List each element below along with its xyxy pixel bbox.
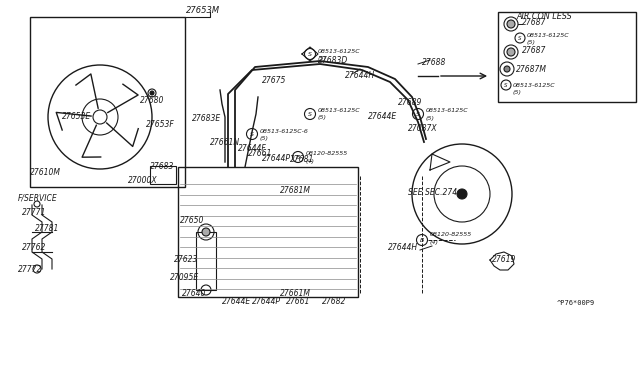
Text: 27682: 27682 [322, 296, 346, 305]
Text: 27683D: 27683D [318, 55, 348, 64]
Text: B: B [420, 237, 424, 243]
Circle shape [202, 228, 210, 236]
Text: 27681M: 27681M [280, 186, 311, 195]
Text: F/SERVICE: F/SERVICE [18, 193, 58, 202]
Circle shape [507, 20, 515, 28]
Text: 08513-6125C: 08513-6125C [318, 108, 360, 112]
Text: AIR CON LESS: AIR CON LESS [516, 12, 572, 20]
Text: 27610M: 27610M [30, 167, 61, 176]
Bar [30, 17, 185, 187]
Text: (5): (5) [527, 39, 536, 45]
Text: 27687M: 27687M [516, 64, 547, 74]
Text: 27683E: 27683E [192, 113, 221, 122]
Text: 27653M: 27653M [186, 6, 220, 15]
Text: 27644H: 27644H [345, 71, 375, 80]
Text: 27680: 27680 [140, 96, 164, 105]
Text: 27644P: 27644P [262, 154, 291, 163]
Bar [178, 167, 358, 297]
Text: B: B [296, 154, 300, 160]
Text: ^P76*00P9: ^P76*00P9 [557, 300, 595, 306]
Text: 27661: 27661 [286, 296, 310, 305]
Text: 27772: 27772 [18, 266, 42, 275]
Bar [196, 232, 216, 290]
Text: 27640: 27640 [182, 289, 206, 298]
Circle shape [457, 189, 467, 199]
Text: 08120-82555: 08120-82555 [306, 151, 348, 155]
Text: 27683: 27683 [150, 161, 174, 170]
Text: (4): (4) [306, 158, 315, 164]
Text: 27687: 27687 [522, 45, 547, 55]
Circle shape [504, 66, 510, 72]
Text: 27661M: 27661M [280, 289, 311, 298]
Text: 27661: 27661 [248, 148, 273, 157]
Text: (5): (5) [426, 115, 435, 121]
Text: 27688: 27688 [422, 58, 446, 67]
Text: 27095E: 27095E [170, 273, 199, 282]
Text: S: S [416, 112, 420, 116]
Text: 27687: 27687 [522, 17, 547, 26]
Text: 27644E: 27644E [222, 296, 252, 305]
Text: 27619: 27619 [492, 256, 516, 264]
Text: 27681: 27681 [290, 154, 314, 164]
Text: 27781: 27781 [35, 224, 60, 232]
Text: 27675: 27675 [262, 76, 286, 84]
Bar [498, 12, 636, 102]
Text: 27644P: 27644P [252, 296, 281, 305]
Circle shape [507, 48, 515, 56]
Text: 27689: 27689 [398, 97, 422, 106]
Text: 08513-6125C: 08513-6125C [426, 108, 468, 112]
Text: SEE SEC.274: SEE SEC.274 [408, 187, 457, 196]
Text: (5): (5) [318, 115, 327, 119]
Text: (5): (5) [318, 55, 327, 61]
Text: 27653F: 27653F [146, 119, 175, 128]
Text: S: S [518, 35, 522, 41]
Text: S: S [308, 112, 312, 116]
Text: (5): (5) [513, 90, 522, 94]
Text: S: S [504, 83, 508, 87]
Text: 27653E: 27653E [62, 112, 92, 121]
Text: 27623: 27623 [174, 256, 198, 264]
Bar [150, 166, 176, 184]
Text: S: S [250, 131, 254, 137]
Text: 27771: 27771 [22, 208, 46, 217]
Text: 08513-6125C: 08513-6125C [527, 32, 570, 38]
Text: 27000X: 27000X [128, 176, 157, 185]
Text: 08120-82555: 08120-82555 [430, 231, 472, 237]
Text: (5): (5) [260, 135, 269, 141]
Text: 27644E: 27644E [368, 112, 397, 121]
Text: 27644F: 27644F [238, 144, 267, 153]
Text: 27762: 27762 [22, 244, 46, 253]
Text: 08513-6125C: 08513-6125C [318, 48, 360, 54]
Text: 27644H: 27644H [388, 244, 418, 253]
Text: 08513-6125C: 08513-6125C [513, 83, 556, 87]
Text: S: S [308, 51, 312, 57]
Text: (4): (4) [430, 240, 439, 244]
Text: 27661N: 27661N [210, 138, 240, 147]
Circle shape [150, 91, 154, 95]
Text: 08513-6125C-6: 08513-6125C-6 [260, 128, 309, 134]
Text: 27087X: 27087X [408, 124, 438, 132]
Text: 27650: 27650 [180, 215, 204, 224]
